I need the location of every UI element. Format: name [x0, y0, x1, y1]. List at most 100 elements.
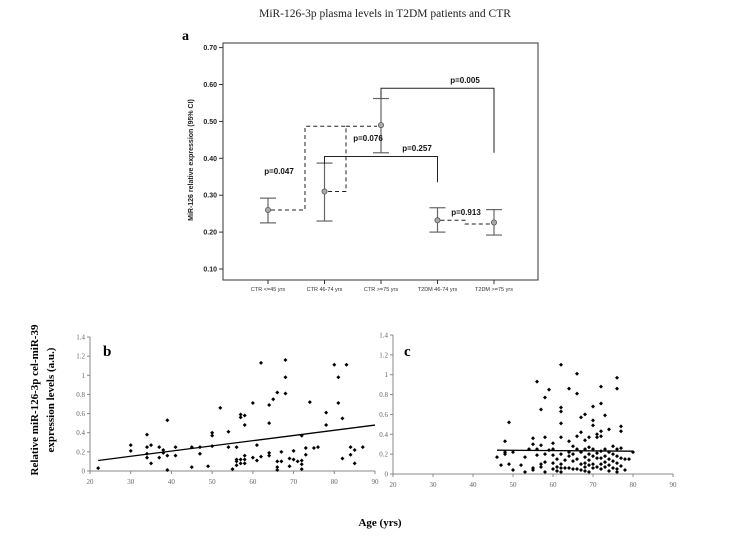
data-point [559, 466, 563, 471]
data-point [259, 360, 263, 365]
data-point [344, 362, 349, 367]
data-point [595, 465, 599, 470]
data-point [348, 445, 353, 450]
y-tick-label: 1.2 [76, 353, 85, 361]
data-point [523, 470, 527, 475]
x-tick-label: 50 [510, 481, 518, 489]
data-point [591, 423, 595, 428]
data-point [165, 418, 170, 423]
panel-c: 0 0.2 0.4 0.6 0.8 1 1.2 1.4 20 30 40 50 60 70 80 90 [379, 332, 677, 490]
data-point [539, 443, 543, 448]
y-tick-label: 0.2 [76, 448, 85, 456]
data-point [619, 464, 623, 469]
data-point [567, 439, 571, 444]
data-point [615, 454, 619, 459]
data-point [210, 430, 215, 435]
y-tick-label: 1.2 [379, 351, 388, 359]
data-point [611, 452, 615, 457]
data-point [607, 463, 611, 468]
data-point [295, 459, 300, 464]
data-point [567, 454, 571, 459]
shared-ylabel-line1: Relative miR-126-3p cel-miR-39 [29, 324, 41, 475]
data-point [551, 441, 555, 446]
data-point [157, 455, 162, 460]
data-point [189, 465, 194, 470]
data-point [575, 434, 579, 439]
data-point [197, 451, 202, 456]
data-point [299, 467, 304, 472]
p-value-label: p=0.257 [402, 144, 432, 153]
x-tick-label: 20 [390, 481, 398, 489]
data-point [587, 470, 591, 475]
data-point [559, 435, 563, 440]
data-point [603, 460, 607, 465]
data-point [218, 405, 223, 410]
y-tick-label: 0.10 [203, 267, 217, 274]
data-point [316, 445, 320, 450]
data-point [535, 379, 539, 384]
x-tick-label: 60 [550, 481, 558, 489]
data-point [254, 458, 259, 463]
data-point [149, 443, 154, 448]
data-point [238, 461, 243, 466]
data-point [595, 432, 599, 437]
data-point [531, 436, 535, 441]
data-point [615, 447, 619, 452]
data-point [571, 452, 575, 457]
data-point [503, 452, 507, 457]
data-point [499, 463, 503, 468]
data-point [583, 461, 587, 466]
data-point [619, 446, 623, 451]
data-point [583, 438, 587, 443]
y-tick-label: 1.4 [379, 332, 388, 340]
data-point [555, 465, 559, 470]
x-tick-label: 40 [168, 478, 176, 486]
y-tick-label: 0.4 [76, 429, 85, 437]
data-point [291, 448, 296, 453]
comparison-bracket [271, 125, 347, 211]
y-tick-label: 0.8 [379, 391, 388, 399]
data-point [555, 457, 559, 462]
data-point [242, 413, 247, 418]
data-point [283, 375, 288, 380]
y-tick-label: 0.40 [203, 156, 217, 163]
x-tick-label: 80 [331, 478, 339, 486]
data-point [230, 467, 235, 472]
data-point [242, 461, 247, 466]
data-point [575, 391, 579, 396]
data-point [352, 447, 357, 452]
data-point [615, 461, 619, 466]
mean-point [377, 122, 384, 129]
data-point [615, 375, 619, 380]
data-point [96, 466, 101, 471]
x-tick-label: 50 [209, 478, 217, 486]
data-point [551, 461, 555, 466]
data-point [583, 455, 587, 460]
data-point [571, 459, 575, 464]
comparison-bracket [440, 219, 491, 225]
data-point [563, 466, 567, 471]
data-point [611, 444, 615, 449]
data-point [619, 456, 623, 461]
y-tick-label: 1 [82, 372, 86, 380]
chart-title: MiR-126-3p plasma levels in T2DM patient… [259, 8, 511, 20]
data-point [523, 455, 527, 460]
data-point [145, 445, 149, 450]
data-point [607, 469, 611, 474]
data-point [607, 457, 611, 462]
y-tick-label: 0.20 [203, 230, 217, 237]
data-point [539, 465, 543, 470]
data-point [591, 454, 595, 459]
x-tick-label: 40 [470, 481, 478, 489]
y-tick-label: 1 [385, 371, 389, 379]
data-point [495, 455, 499, 460]
trend-line [98, 424, 376, 462]
x-tick-label: 80 [630, 481, 638, 489]
data-point [571, 444, 575, 449]
panel-a-label: a [182, 29, 189, 44]
data-point [234, 445, 239, 450]
data-point [579, 468, 583, 473]
data-point [275, 468, 280, 473]
y-tick-label: 0 [385, 471, 389, 479]
